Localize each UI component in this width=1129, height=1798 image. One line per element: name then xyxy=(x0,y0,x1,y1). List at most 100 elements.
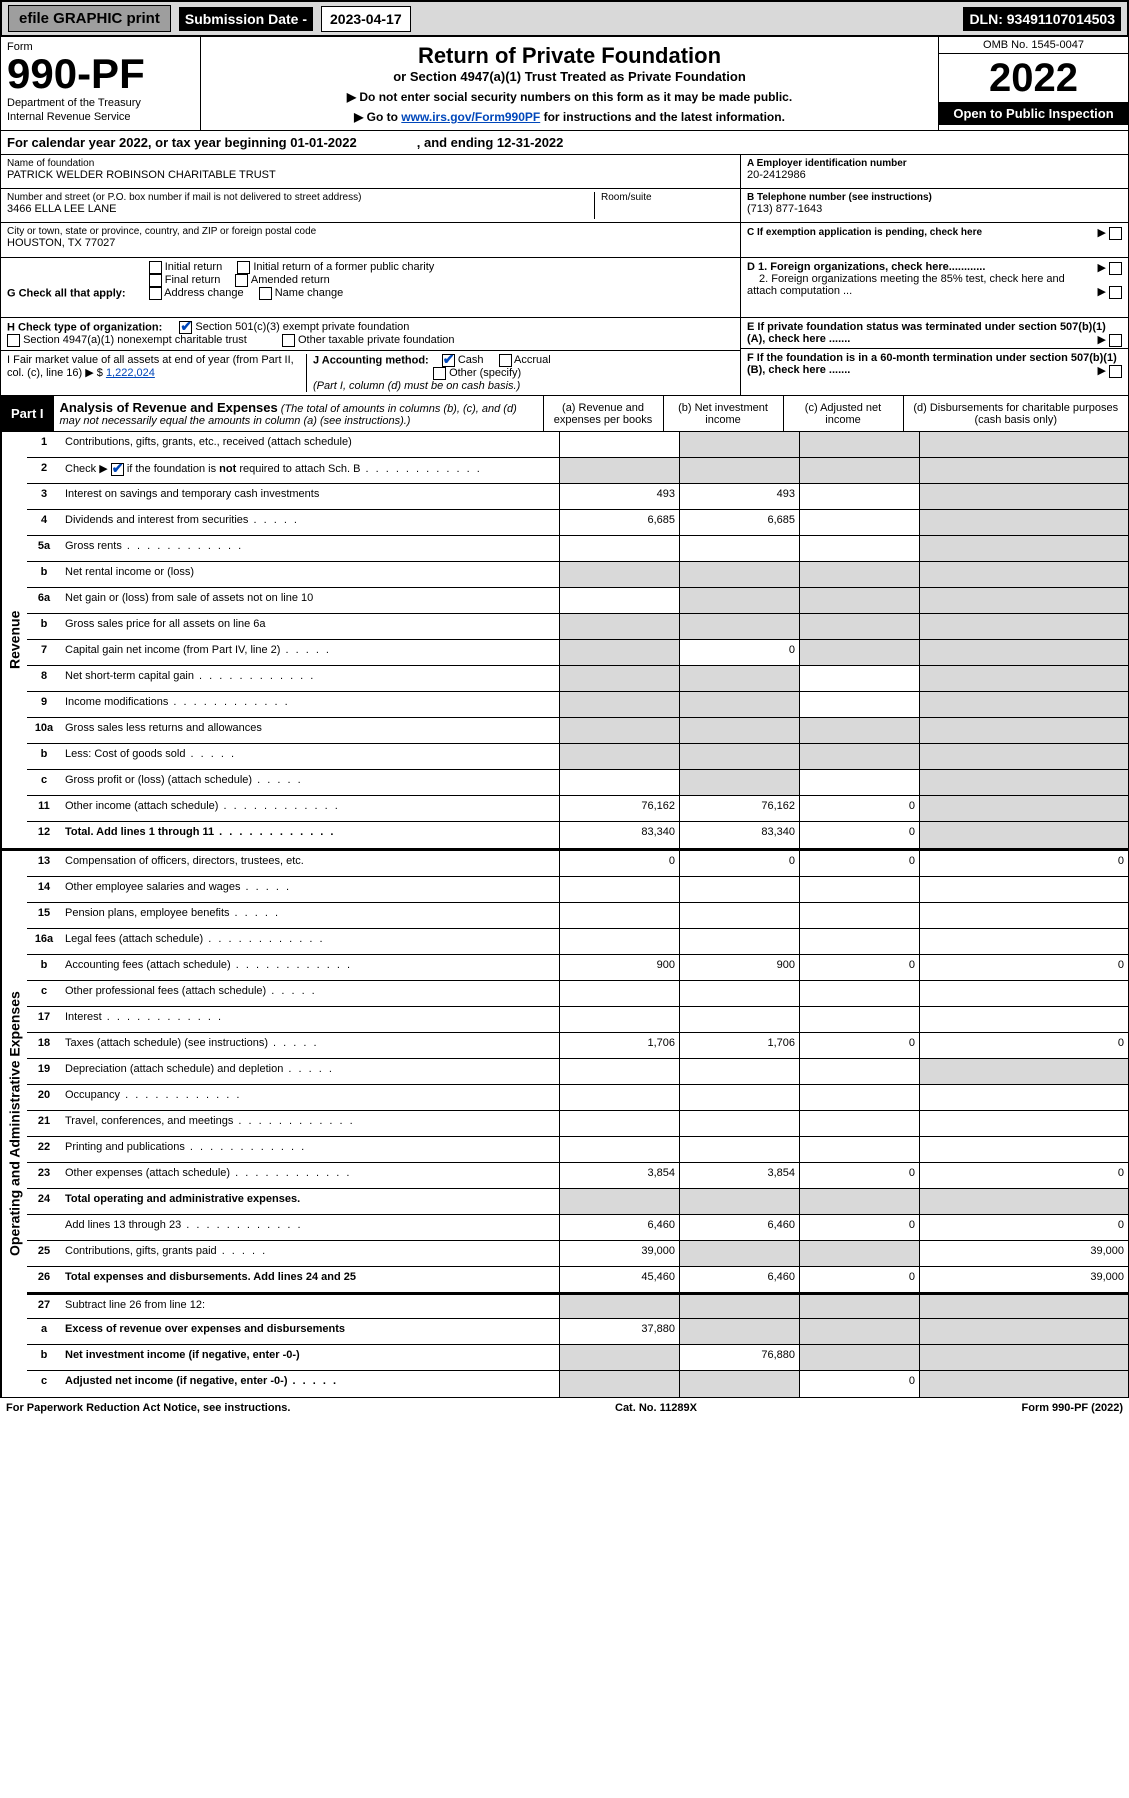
row-13-label: Compensation of officers, directors, tru… xyxy=(61,851,559,876)
row-1-num: 1 xyxy=(27,432,61,457)
ein-cell: A Employer identification number 20-2412… xyxy=(741,155,1128,189)
d2-text: 2. Foreign organizations meeting the 85%… xyxy=(747,273,1065,297)
row-5b-label: Net rental income or (loss) xyxy=(61,562,559,587)
h-opt-501c3[interactable]: Section 501(c)(3) exempt private foundat… xyxy=(179,321,409,333)
row-24b-col-b: 6,460 xyxy=(679,1215,799,1240)
footer-left: For Paperwork Reduction Act Notice, see … xyxy=(6,1402,290,1414)
row-24b-label: Add lines 13 through 23 xyxy=(61,1215,559,1240)
address-value: 3466 ELLA LEE LANE xyxy=(7,203,361,215)
j-opt-other[interactable]: Other (specify) xyxy=(433,367,521,379)
j-lead: J Accounting method: xyxy=(313,354,429,366)
row-14-num: 14 xyxy=(27,877,61,902)
row-6a-num: 6a xyxy=(27,588,61,613)
row-3: 3 Interest on savings and temporary cash… xyxy=(27,484,1128,510)
row-27a-num: a xyxy=(27,1319,61,1344)
row-27-label: Subtract line 26 from line 12: xyxy=(61,1295,559,1318)
row-27a-col-a: 37,880 xyxy=(559,1319,679,1344)
row-10a-label: Gross sales less returns and allowances xyxy=(61,718,559,743)
instr-2: ▶ Go to www.irs.gov/Form990PF for instru… xyxy=(207,110,932,124)
row-25-label: Contributions, gifts, grants paid xyxy=(61,1241,559,1266)
efile-print-button[interactable]: efile GRAPHIC print xyxy=(8,5,171,32)
row-26-col-c: 0 xyxy=(799,1267,919,1292)
row-6b-num: b xyxy=(27,614,61,639)
part1-desc: Analysis of Revenue and Expenses (The to… xyxy=(54,396,544,431)
header-mid: Return of Private Foundation or Section … xyxy=(201,37,938,130)
row-9: 9 Income modifications xyxy=(27,692,1128,718)
row-19-num: 19 xyxy=(27,1059,61,1084)
row-5b: b Net rental income or (loss) xyxy=(27,562,1128,588)
g-opt-amended[interactable]: Amended return xyxy=(235,274,329,286)
j-opt-cash[interactable]: Cash xyxy=(442,354,484,366)
row-17-num: 17 xyxy=(27,1007,61,1032)
row-22-num: 22 xyxy=(27,1137,61,1162)
row-8-label: Net short-term capital gain xyxy=(61,666,559,691)
row-10a: 10a Gross sales less returns and allowan… xyxy=(27,718,1128,744)
g-opt-initial-former[interactable]: Initial return of a former public charit… xyxy=(237,261,434,273)
row-26-col-a: 45,460 xyxy=(559,1267,679,1292)
col-b-header: (b) Net investment income xyxy=(664,396,784,431)
row-25: 25 Contributions, gifts, grants paid 39,… xyxy=(27,1241,1128,1267)
row-23-col-a: 3,854 xyxy=(559,1163,679,1188)
row-16a: 16a Legal fees (attach schedule) xyxy=(27,929,1128,955)
row-11-label: Other income (attach schedule) xyxy=(61,796,559,821)
g-opt-final[interactable]: Final return xyxy=(149,274,221,286)
city-label: City or town, state or province, country… xyxy=(7,226,734,237)
row-24-num: 24 xyxy=(27,1189,61,1214)
row-2-a: Check ▶ xyxy=(65,463,111,475)
row-24b: Add lines 13 through 23 6,460 6,460 0 0 xyxy=(27,1215,1128,1241)
row-16b-num: b xyxy=(27,955,61,980)
row-16c-label: Other professional fees (attach schedule… xyxy=(61,981,559,1006)
row-26-label: Total expenses and disbursements. Add li… xyxy=(61,1267,559,1292)
info-right: A Employer identification number 20-2412… xyxy=(741,155,1128,257)
row-2-c: required to attach Sch. B xyxy=(236,463,360,475)
d1-checkbox[interactable] xyxy=(1109,262,1122,275)
g-opt-name[interactable]: Name change xyxy=(259,287,344,299)
row-11-num: 11 xyxy=(27,796,61,821)
row-13-col-b: 0 xyxy=(679,851,799,876)
f-checkbox[interactable] xyxy=(1109,365,1122,378)
row-13-col-d: 0 xyxy=(919,851,1128,876)
row-9-num: 9 xyxy=(27,692,61,717)
row-13: 13 Compensation of officers, directors, … xyxy=(27,851,1128,877)
exemption-checkbox[interactable] xyxy=(1109,227,1122,240)
foundation-name: PATRICK WELDER ROBINSON CHARITABLE TRUST xyxy=(7,169,734,181)
h-opt-4947[interactable]: Section 4947(a)(1) nonexempt charitable … xyxy=(7,334,247,346)
row-3-col-c xyxy=(799,484,919,509)
row-11-col-b: 76,162 xyxy=(679,796,799,821)
j-opt-accrual[interactable]: Accrual xyxy=(499,354,551,366)
part1-tag: Part I xyxy=(1,396,54,431)
row-4-col-b: 6,685 xyxy=(679,510,799,535)
row-27c-label: Adjusted net income (if negative, enter … xyxy=(61,1371,559,1397)
row-16b-col-c: 0 xyxy=(799,955,919,980)
row-27a: a Excess of revenue over expenses and di… xyxy=(27,1319,1128,1345)
g-opt-initial[interactable]: Initial return xyxy=(149,261,223,273)
revenue-table: Revenue 1 Contributions, gifts, grants, … xyxy=(0,432,1129,849)
i-value-link[interactable]: 1,222,024 xyxy=(106,367,155,379)
open-to-public: Open to Public Inspection xyxy=(939,102,1128,125)
row-12-label: Total. Add lines 1 through 11 xyxy=(61,822,559,848)
irs-link[interactable]: www.irs.gov/Form990PF xyxy=(401,110,540,124)
row-3-label: Interest on savings and temporary cash i… xyxy=(61,484,559,509)
header-left: Form 990-PF Department of the Treasury I… xyxy=(1,37,201,130)
row-7: 7 Capital gain net income (from Part IV,… xyxy=(27,640,1128,666)
row-2-checkbox[interactable] xyxy=(111,463,124,476)
row-19-label: Depreciation (attach schedule) and deple… xyxy=(61,1059,559,1084)
row-13-col-a: 0 xyxy=(559,851,679,876)
address-cell: Number and street (or P.O. box number if… xyxy=(1,189,740,223)
row-11: 11 Other income (attach schedule) 76,162… xyxy=(27,796,1128,822)
i-cell: I Fair market value of all assets at end… xyxy=(7,354,307,392)
row-1-label: Contributions, gifts, grants, etc., rece… xyxy=(61,432,559,457)
e-checkbox[interactable] xyxy=(1109,334,1122,347)
row-15-label: Pension plans, employee benefits xyxy=(61,903,559,928)
row-23-label: Other expenses (attach schedule) xyxy=(61,1163,559,1188)
h-opt-other[interactable]: Other taxable private foundation xyxy=(282,334,455,346)
row-6b: b Gross sales price for all assets on li… xyxy=(27,614,1128,640)
check-block: G Check all that apply: Initial return I… xyxy=(0,258,1129,396)
dept-line-2: Internal Revenue Service xyxy=(7,111,194,123)
g-opt-address[interactable]: Address change xyxy=(149,287,244,299)
row-24b-col-c: 0 xyxy=(799,1215,919,1240)
row-23-col-c: 0 xyxy=(799,1163,919,1188)
d2-checkbox[interactable] xyxy=(1109,286,1122,299)
j-note: (Part I, column (d) must be on cash basi… xyxy=(313,380,520,392)
row-14-label: Other employee salaries and wages xyxy=(61,877,559,902)
